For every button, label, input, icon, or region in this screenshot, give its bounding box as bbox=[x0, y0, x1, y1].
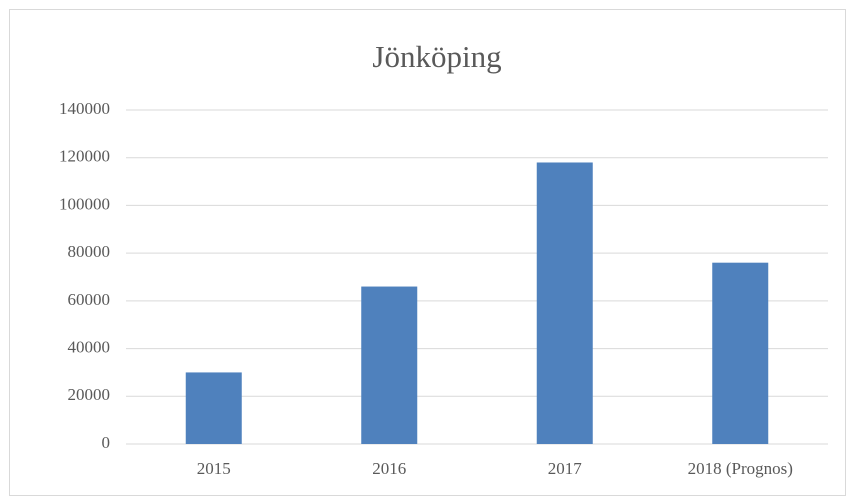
y-tick-label: 80000 bbox=[68, 242, 111, 261]
chart-title: Jönköping bbox=[372, 39, 501, 74]
y-tick-label: 40000 bbox=[68, 337, 111, 356]
x-tick-label: 2016 bbox=[372, 459, 406, 478]
x-tick-label: 2018 (Prognos) bbox=[688, 459, 793, 478]
bar bbox=[185, 372, 242, 444]
y-tick-label: 20000 bbox=[68, 385, 111, 404]
x-tick-label: 2017 bbox=[548, 459, 583, 478]
chart-border bbox=[9, 9, 846, 496]
bar bbox=[712, 262, 769, 444]
x-tick-label: 2015 bbox=[197, 459, 231, 478]
y-tick-label: 0 bbox=[102, 433, 111, 452]
bar bbox=[361, 286, 418, 444]
y-tick-label: 140000 bbox=[59, 99, 110, 118]
y-tick-label: 120000 bbox=[59, 147, 110, 166]
y-tick-label: 100000 bbox=[59, 194, 110, 213]
y-tick-label: 60000 bbox=[68, 290, 111, 309]
bar bbox=[536, 162, 593, 444]
